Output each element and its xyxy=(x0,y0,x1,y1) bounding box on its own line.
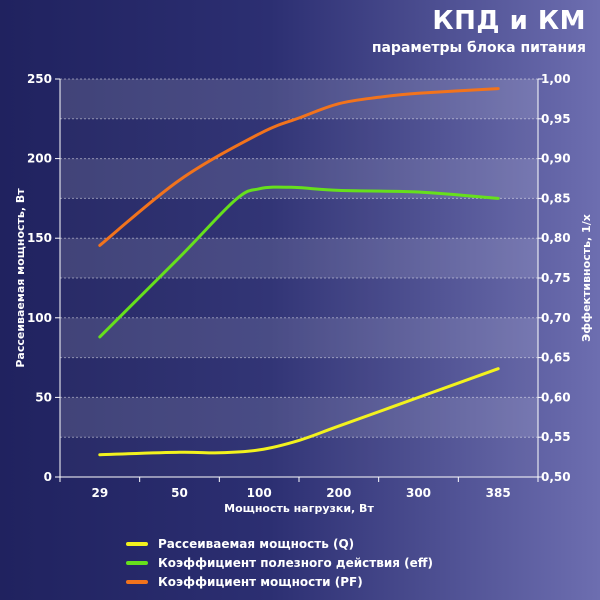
legend: Рассеиваемая мощность (Q) Коэффициент по… xyxy=(126,534,433,591)
left-axis-title: Рассеиваемая мощность, Вт xyxy=(14,188,27,368)
plot-band xyxy=(60,278,538,318)
chart-title: КПД и КМ xyxy=(432,6,586,36)
right-tick-label: 0,75 xyxy=(541,271,571,285)
left-tick-label: 200 xyxy=(27,152,52,166)
legend-label: Рассеиваемая мощность (Q) xyxy=(158,536,355,551)
right-tick-label: 0,50 xyxy=(541,470,571,484)
plot-band xyxy=(60,119,538,159)
legend-item: Рассеиваемая мощность (Q) xyxy=(126,534,433,553)
series-layer xyxy=(98,87,500,457)
legend-label: Коэффициент полезного действия (eff) xyxy=(158,555,433,570)
right-tick-label: 0,55 xyxy=(541,430,571,444)
plot-band xyxy=(60,79,538,119)
legend-swatch xyxy=(126,541,148,546)
plot-band xyxy=(60,397,538,438)
legend-item: Коэффициент полезного действия (eff) xyxy=(126,553,433,572)
right-tick-label: 0,90 xyxy=(541,152,571,166)
left-tick-label: 0 xyxy=(44,470,52,484)
x-tick-label: 29 xyxy=(91,486,108,500)
left-tick-label: 250 xyxy=(27,72,52,86)
tick-labels: 0 50 100 150 200 250 0,50 0,55 0,60 0,65 0,70 0,75 0… xyxy=(14,72,593,515)
left-tick-label: 100 xyxy=(27,311,52,325)
right-axis-title: Эффективность, 1/x xyxy=(580,214,593,342)
plot-band xyxy=(60,238,538,278)
x-axis-title: Мощность нагрузки, Вт xyxy=(224,502,374,515)
x-tick-label: 100 xyxy=(247,486,272,500)
plot-band xyxy=(60,158,538,199)
right-tick-label: 0,95 xyxy=(541,112,571,126)
plot-band xyxy=(60,317,538,358)
right-tick-label: 0,60 xyxy=(541,390,571,404)
legend-swatch xyxy=(126,579,148,584)
axes xyxy=(55,78,543,482)
chart-subtitle: параметры блока питания xyxy=(371,40,586,56)
series-pf-line xyxy=(98,87,500,247)
right-tick-label: 0,70 xyxy=(541,311,571,325)
x-tick-label: 385 xyxy=(486,486,511,500)
legend-label: Коэффициент мощности (PF) xyxy=(158,574,363,589)
right-tick-label: 0,65 xyxy=(541,351,571,365)
plot-bands xyxy=(60,79,538,477)
left-tick-label: 150 xyxy=(27,231,52,245)
plot-band xyxy=(60,437,538,477)
right-tick-label: 1,00 xyxy=(541,72,571,86)
x-tick-label: 300 xyxy=(406,486,431,500)
x-tick-label: 50 xyxy=(171,486,188,500)
series-eff-line xyxy=(98,185,500,339)
legend-swatch xyxy=(126,560,148,565)
series-q-line xyxy=(98,367,500,457)
right-tick-label: 0,85 xyxy=(541,191,571,205)
plot-band xyxy=(60,358,538,398)
left-tick-label: 50 xyxy=(35,390,52,404)
x-tick-label: 200 xyxy=(326,486,351,500)
right-tick-label: 0,80 xyxy=(541,231,571,245)
legend-item: Коэффициент мощности (PF) xyxy=(126,572,433,591)
